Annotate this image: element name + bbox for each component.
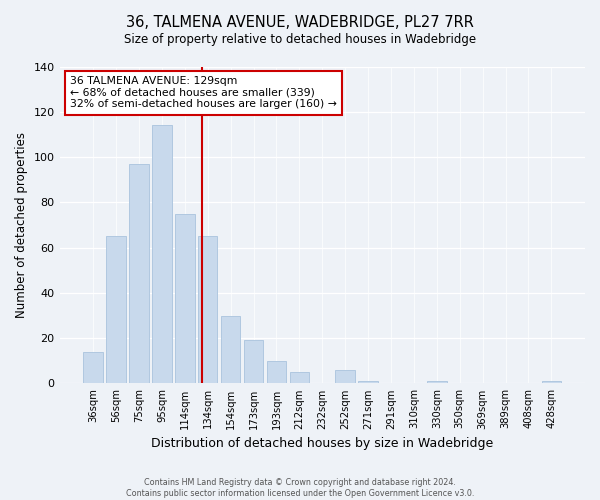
Bar — [106, 236, 126, 384]
Bar — [358, 381, 378, 384]
Bar — [267, 361, 286, 384]
Bar — [221, 316, 241, 384]
Y-axis label: Number of detached properties: Number of detached properties — [15, 132, 28, 318]
Text: Size of property relative to detached houses in Wadebridge: Size of property relative to detached ho… — [124, 32, 476, 46]
Bar — [290, 372, 309, 384]
Bar — [335, 370, 355, 384]
X-axis label: Distribution of detached houses by size in Wadebridge: Distribution of detached houses by size … — [151, 437, 493, 450]
Bar — [198, 236, 217, 384]
Bar — [152, 126, 172, 384]
Bar — [427, 381, 446, 384]
Text: 36 TALMENA AVENUE: 129sqm
← 68% of detached houses are smaller (339)
32% of semi: 36 TALMENA AVENUE: 129sqm ← 68% of detac… — [70, 76, 337, 109]
Bar — [83, 352, 103, 384]
Bar — [542, 381, 561, 384]
Bar — [175, 214, 194, 384]
Text: 36, TALMENA AVENUE, WADEBRIDGE, PL27 7RR: 36, TALMENA AVENUE, WADEBRIDGE, PL27 7RR — [126, 15, 474, 30]
Bar — [129, 164, 149, 384]
Bar — [244, 340, 263, 384]
Text: Contains HM Land Registry data © Crown copyright and database right 2024.
Contai: Contains HM Land Registry data © Crown c… — [126, 478, 474, 498]
